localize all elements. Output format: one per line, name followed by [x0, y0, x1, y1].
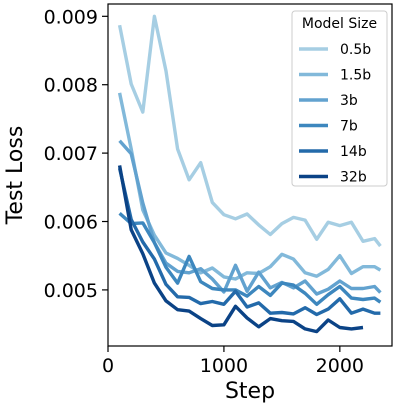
y-tick-label: 0.008	[44, 75, 98, 97]
y-tick-label: 0.007	[44, 143, 98, 165]
legend-title: Model Size	[302, 16, 377, 32]
legend-box	[291, 10, 388, 187]
legend-label-32b: 32b	[340, 170, 367, 186]
legend: Model Size 0.5b 1.5b 3b 7b 14b 32b	[291, 10, 388, 187]
axes: 0 1000 2000 0.005 0.006 0.007 0.008 0.009	[44, 3, 393, 377]
legend-label-0.5b: 0.5b	[340, 42, 371, 58]
x-axis-label: Step	[225, 379, 275, 404]
legend-label-14b: 14b	[340, 144, 367, 160]
x-tick-label: 0	[102, 355, 114, 377]
legend-label-3b: 3b	[340, 93, 358, 109]
series-lines	[117, 14, 382, 334]
x-tick-label: 2000	[316, 355, 364, 377]
y-tick-label: 0.006	[44, 212, 98, 234]
y-axis-label: Test Loss	[3, 126, 28, 226]
series-line-7b	[118, 212, 382, 306]
legend-label-1.5b: 1.5b	[340, 68, 371, 84]
plot-frame	[107, 3, 393, 347]
series-line-32b	[117, 165, 364, 334]
series-line-14b	[117, 167, 381, 317]
legend-label-7b: 7b	[340, 119, 358, 135]
series-line-0.5b	[117, 14, 382, 248]
x-tick-label: 1000	[200, 355, 248, 377]
y-tick-label: 0.005	[44, 280, 98, 302]
y-tick-label: 0.009	[44, 6, 98, 28]
series-line-1.5b	[117, 92, 382, 281]
